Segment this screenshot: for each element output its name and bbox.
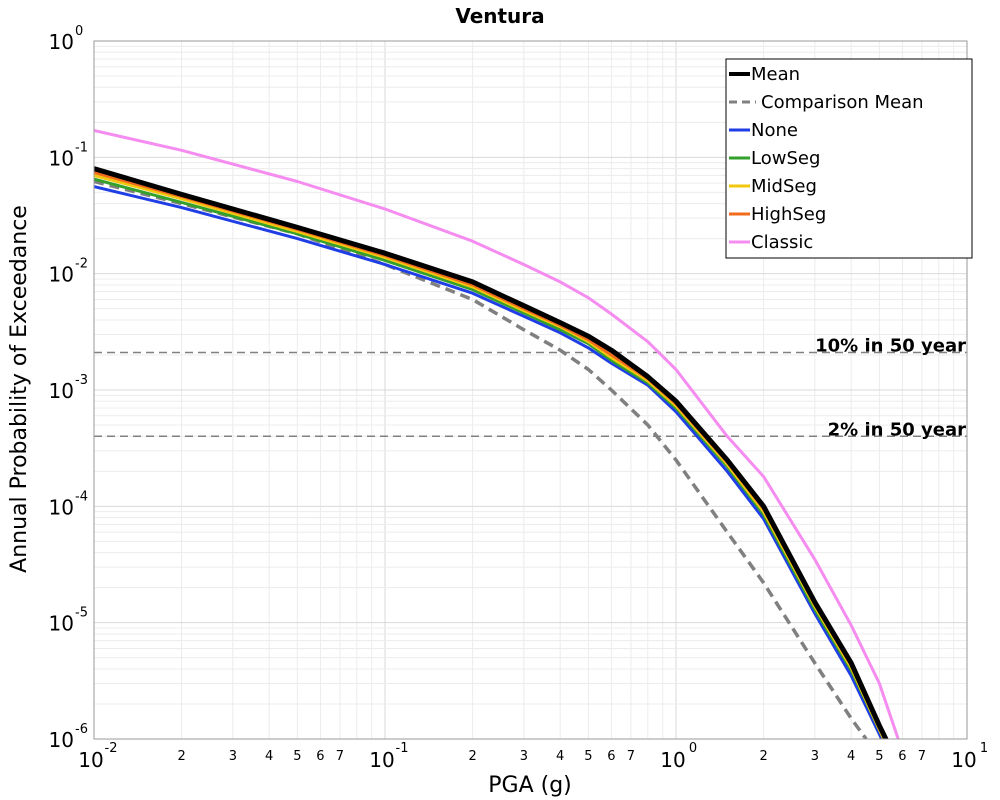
x-minor-tick-label: 6	[316, 749, 324, 764]
y-tick-exponent: -6	[75, 722, 88, 737]
y-tick-label: 10	[49, 612, 74, 636]
x-minor-tick-label: 4	[847, 749, 855, 764]
legend-box	[725, 58, 973, 259]
legend-label: LowSeg	[751, 148, 820, 169]
x-minor-tick-label: 2	[759, 749, 767, 764]
legend-label: Comparison Mean	[761, 92, 924, 113]
x-axis-label: PGA (g)	[488, 773, 572, 798]
tick-labels: 10 -2 10 -1 10 0 10 12 3 4 5 6 7 2 3 4 5 6 7 2 3 4 5 6 710 010 -11…	[49, 24, 989, 772]
y-tick-label: 10	[49, 728, 74, 752]
y-tick-exponent: -3	[75, 373, 88, 388]
x-tick-label: 10	[369, 748, 394, 772]
reference-line-label: 2% in 50 year	[828, 419, 966, 440]
legend-label: HighSeg	[751, 204, 826, 225]
x-minor-tick-label: 5	[584, 749, 592, 764]
x-minor-tick-label: 3	[520, 749, 528, 764]
y-tick-label: 10	[49, 30, 74, 54]
legend-label: Mean	[751, 64, 800, 85]
series-line-mean	[94, 166, 889, 739]
y-tick-exponent: -5	[75, 606, 88, 621]
y-axis-label: Annual Probability of Exceedance	[7, 205, 32, 573]
y-tick-label: 10	[49, 495, 74, 519]
x-minor-tick-label: 4	[265, 749, 273, 764]
x-tick-exponent: 0	[689, 741, 697, 756]
x-minor-tick-label: 5	[875, 749, 883, 764]
x-minor-tick-label: 3	[811, 749, 819, 764]
x-minor-tick-label: 6	[898, 749, 906, 764]
reference-lines: 10% in 50 year 2% in 50 year	[94, 336, 967, 440]
y-tick-label: 10	[49, 263, 74, 287]
legend: Mean Comparison Mean None LowSeg MidSeg HighS…	[725, 58, 973, 259]
x-minor-tick-label: 5	[293, 749, 301, 764]
series-line-none	[94, 185, 884, 739]
x-minor-tick-label: 2	[468, 749, 476, 764]
y-tick-exponent: -1	[75, 140, 88, 155]
reference-line-label: 10% in 50 year	[815, 336, 966, 357]
x-tick-label: 10	[660, 748, 685, 772]
legend-label: Classic	[751, 232, 813, 253]
x-tick-label: 10	[78, 748, 103, 772]
legend-label: MidSeg	[751, 176, 817, 197]
y-tick-exponent: -4	[75, 489, 88, 504]
y-tick-exponent: -2	[75, 257, 88, 272]
y-tick-label: 10	[49, 379, 74, 403]
x-minor-tick-label: 4	[556, 749, 564, 764]
y-tick-exponent: 0	[75, 24, 83, 39]
x-minor-tick-label: 7	[918, 749, 926, 764]
x-tick-exponent: -1	[396, 741, 409, 756]
series-line-comparison-mean	[94, 179, 868, 739]
x-minor-tick-label: 3	[229, 749, 237, 764]
x-minor-tick-label: 7	[336, 749, 344, 764]
x-tick-label: 10	[951, 748, 976, 772]
x-tick-exponent: -2	[105, 741, 118, 756]
x-tick-exponent: 1	[980, 741, 988, 756]
x-minor-tick-label: 6	[607, 749, 615, 764]
legend-label: None	[751, 120, 798, 141]
x-minor-tick-label: 7	[627, 749, 635, 764]
series-line-classic	[94, 129, 900, 739]
chart-title: Ventura	[455, 4, 544, 28]
plot-frame	[93, 40, 968, 740]
x-minor-tick-label: 2	[177, 749, 185, 764]
grid	[93, 41, 967, 740]
series-lines	[94, 129, 900, 739]
y-tick-label: 10	[49, 146, 74, 170]
